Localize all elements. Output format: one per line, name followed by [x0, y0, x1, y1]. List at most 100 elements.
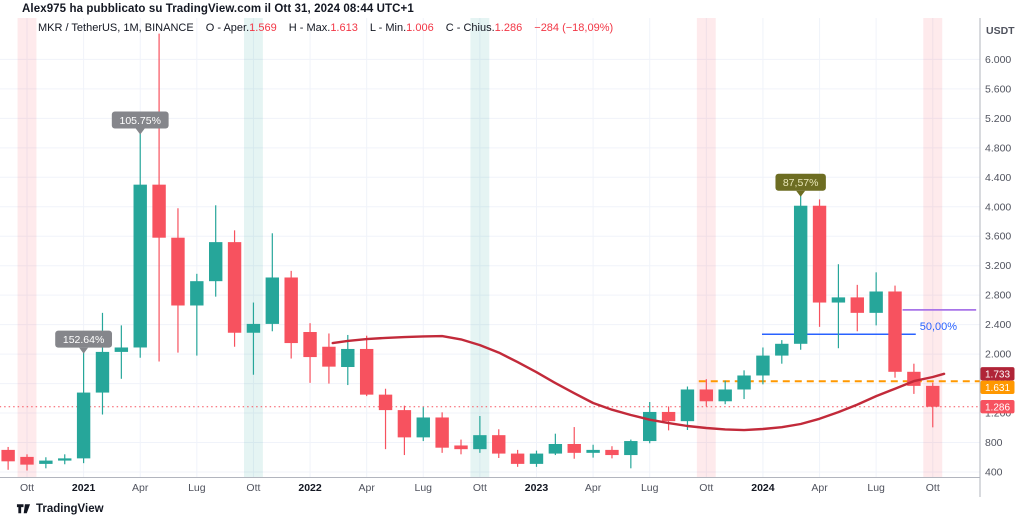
- candle-2023-03: [567, 427, 581, 459]
- candle-2022-10: [473, 416, 487, 453]
- candle-body: [152, 184, 166, 238]
- candle-body: [39, 460, 53, 464]
- candle-2020-09: [1, 446, 15, 470]
- candle-2023-04: [586, 444, 600, 458]
- candle-body: [661, 411, 676, 422]
- badge-layer: 152.64% 105.75% 87,57%: [55, 111, 826, 354]
- candle-body: [284, 277, 298, 344]
- x-tick-2022: 2022: [298, 482, 322, 494]
- candle-2024-05: [831, 264, 846, 349]
- candle-2021-10: [246, 302, 261, 375]
- candle-body: [699, 389, 714, 402]
- candle-body: [624, 441, 638, 456]
- month-band-2022-10: [470, 18, 490, 478]
- y-tick: 4.400: [985, 172, 1011, 184]
- candle-2023-07: [643, 402, 657, 444]
- candle-2021-12: [284, 270, 298, 359]
- candle-body: [416, 417, 430, 438]
- month-band-2024-10: [923, 18, 943, 478]
- candle-2022-11: [492, 429, 506, 459]
- x-tick-Lug: Lug: [867, 482, 885, 494]
- candle-body: [850, 297, 864, 313]
- y-tick: 3.200: [985, 260, 1011, 272]
- candle-body: [473, 435, 487, 450]
- month-band-2020-10: [17, 18, 37, 478]
- candle-body: [341, 348, 355, 368]
- candle-body: [114, 347, 129, 352]
- candle-2023-12: [737, 370, 751, 400]
- pct-badge-87,57%: 87,57%: [775, 173, 826, 197]
- candle-2024-03: [793, 195, 808, 350]
- overlay-layer: 50,00%: [0, 309, 980, 408]
- candle-body: [359, 348, 374, 395]
- candle-body: [548, 444, 563, 454]
- candle-body: [133, 184, 147, 348]
- candle-body: [510, 453, 525, 464]
- month-band-2021-10: [244, 18, 263, 478]
- candle-2021-07: [190, 273, 204, 356]
- candle-body: [378, 394, 393, 411]
- candle-2023-06: [624, 439, 638, 469]
- candle-2021-03: [114, 325, 129, 379]
- candle-2023-05: [605, 446, 619, 459]
- candle-body: [190, 281, 204, 306]
- pct-badge-152.64%: 152.64%: [55, 330, 113, 354]
- candle-2023-09: [680, 386, 695, 431]
- candle-body: [643, 411, 657, 442]
- moving-average-line: [331, 334, 946, 432]
- candle-2024-04: [812, 199, 827, 327]
- svg-text:1.286: 1.286: [985, 402, 1010, 413]
- tradingview-brand-text: TradingView: [36, 502, 104, 515]
- candle-2021-11: [265, 233, 280, 332]
- candle-2022-03: [341, 334, 355, 386]
- y-tick: 5.200: [985, 113, 1011, 125]
- candle-2023-10: [699, 379, 714, 407]
- grid-layer: [0, 18, 980, 478]
- candle-2020-12: [58, 454, 72, 465]
- x-tick-Ott: Ott: [246, 482, 260, 494]
- candle-body: [793, 205, 808, 344]
- candle-body: [209, 242, 223, 282]
- month-band-2023-10: [696, 18, 716, 478]
- candle-2022-02: [322, 333, 336, 384]
- svg-text:105.75%: 105.75%: [119, 115, 160, 127]
- candle-2023-02: [548, 433, 563, 456]
- candle-body: [926, 385, 940, 407]
- candle-body: [492, 435, 506, 454]
- price-axis[interactable]: USDT4008001.2001.6002.0002.4002.8003.200…: [980, 25, 1016, 479]
- candle-body: [737, 375, 751, 390]
- candle-2022-04: [359, 335, 374, 397]
- x-tick-Ott: Ott: [699, 482, 713, 494]
- x-tick-Ott: Ott: [926, 482, 940, 494]
- y-tick: 4.000: [985, 201, 1011, 213]
- candle-body: [246, 323, 261, 333]
- candle-2022-06: [397, 405, 412, 456]
- candle-body: [397, 410, 412, 438]
- candle-2022-01: [303, 323, 317, 383]
- y-tick: 2.400: [985, 319, 1011, 331]
- y-tick: 3.600: [985, 231, 1011, 243]
- month-band-layer: [17, 18, 943, 478]
- x-tick-2023: 2023: [525, 482, 549, 494]
- candle-2023-08: [661, 406, 676, 431]
- candle-2022-08: [435, 412, 449, 453]
- candle-body: [171, 237, 185, 306]
- candle-body: [812, 205, 827, 303]
- candle-body: [322, 346, 336, 367]
- candle-2024-10: [926, 382, 940, 428]
- time-axis[interactable]: Ott 2021 Apr Lug Ott 2022 Apr Lug Ott 2023 Apr Lug O…: [20, 482, 940, 494]
- candle-body: [831, 297, 846, 303]
- ma-layer: [331, 334, 946, 432]
- tradingview-logo[interactable]: TradingView: [16, 501, 104, 516]
- x-tick-Apr: Apr: [585, 482, 602, 494]
- candle-body: [1, 449, 15, 462]
- candle-body: [529, 453, 544, 464]
- candle-2022-05: [378, 388, 393, 450]
- candle-body: [265, 277, 280, 324]
- price-label-1.733: 1.733: [980, 367, 1015, 381]
- candle-body: [20, 456, 34, 465]
- candle-body: [95, 351, 110, 393]
- x-tick-2024: 2024: [751, 482, 775, 494]
